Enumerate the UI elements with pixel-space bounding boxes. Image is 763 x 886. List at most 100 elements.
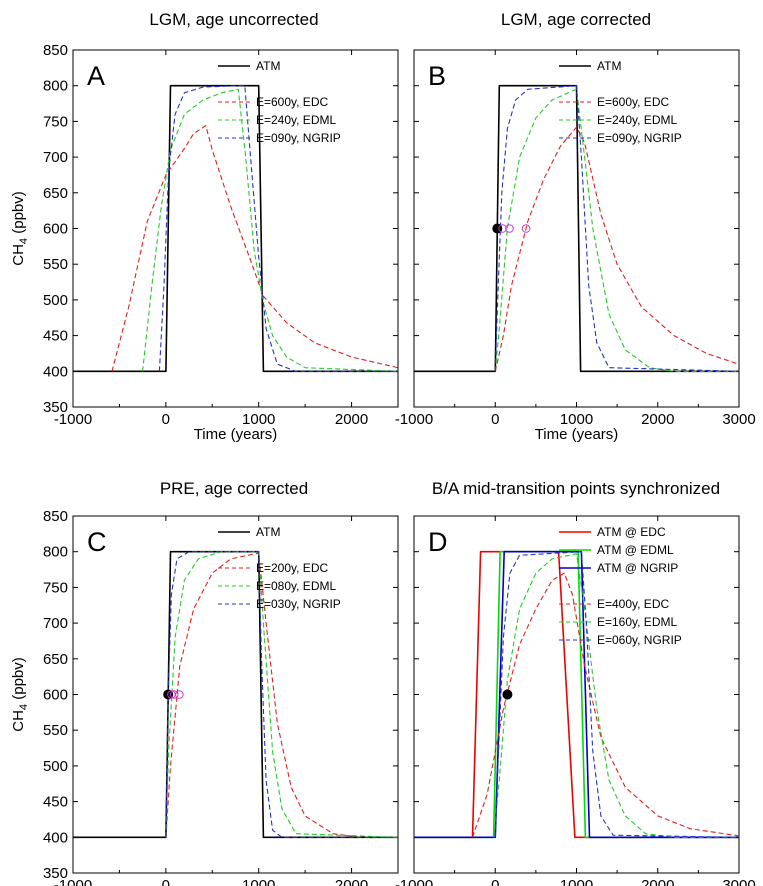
series-line-atm (73, 550, 398, 839)
y-tick-label: 700 (43, 615, 68, 632)
legend-entry: E=080y, EDML (256, 579, 336, 593)
series-line-atm (414, 84, 739, 373)
series-line-e-080y-edml (165, 551, 398, 838)
series-line-e-060y-ngrip (494, 551, 739, 838)
y-tick-label: 500 (43, 292, 68, 309)
legend-entry: ATM (256, 59, 280, 73)
series-line-e-200y-edc (165, 552, 398, 838)
legend-entry: E=030y, NGRIP (256, 597, 341, 611)
series-line-atm (73, 84, 398, 373)
series-group (73, 550, 398, 839)
legend-entry: E=090y, NGRIP (256, 131, 341, 145)
series-line-e-160y-edml (493, 553, 739, 838)
x-tick-label: 0 (491, 411, 499, 428)
panel-b: LGM, age corrected B -1000 0 1000 2000 3000 Tim… (395, 10, 756, 443)
y-tick-label: 550 (43, 722, 68, 739)
legend-entry: E=160y, EDML (597, 615, 677, 629)
y-tick-label: 400 (43, 363, 68, 380)
open-marker (498, 224, 507, 233)
mid-point-marker (163, 689, 174, 700)
x-tick-label: 0 (162, 877, 170, 886)
x-axis-label: Time (years) (535, 426, 619, 443)
x-tick-label: 0 (162, 411, 170, 428)
x-tick-label: 1000 (242, 411, 275, 428)
open-marker (175, 690, 184, 699)
y-tick-label: 800 (43, 78, 68, 95)
panel-letter: B (428, 61, 446, 91)
x-tick-label: 2000 (335, 411, 368, 428)
series-line-e-090y-ngrip (494, 85, 739, 372)
series-line-e-090y-ngrip (158, 85, 398, 372)
legend-entry: E=090y, NGRIP (597, 131, 682, 145)
panel-letter: A (87, 61, 105, 91)
panel-c: PRE, age corrected C 350 400 450 500 550 600 650… (10, 479, 399, 886)
open-marker (169, 690, 179, 699)
x-tick-label: 3000 (722, 877, 755, 886)
x-tick-label: -1000 (54, 411, 92, 428)
panel-d: B/A mid-transition points synchronized D -… (395, 479, 756, 886)
series-line-e-240y-edml (142, 88, 398, 372)
panel-letter: C (87, 527, 107, 557)
y-tick-label: 450 (43, 794, 68, 811)
y-tick-label: 350 (43, 399, 68, 416)
y-tick-label: 400 (43, 829, 68, 846)
x-tick-label: 1000 (242, 877, 275, 886)
y-axis-label: CH4 (ppbv) (10, 657, 30, 731)
y-tick-label: 600 (43, 687, 68, 704)
legend: ATM E=200y, EDC E=080y, EDML E=030y, NGRIP (218, 525, 341, 611)
series-line-e-600y-edc (494, 126, 739, 372)
x-tick-label: 2000 (335, 877, 368, 886)
series-line-e-400y-edc (471, 572, 739, 838)
open-marker (505, 224, 514, 233)
series-group (414, 84, 739, 373)
y-tick-label: 750 (43, 579, 68, 596)
legend-entry: E=400y, EDC (597, 597, 669, 611)
series-group (414, 550, 739, 839)
y-tick-label: 350 (43, 865, 68, 882)
y-tick-label: 650 (43, 185, 68, 202)
legend-entry: ATM @ EDML (597, 543, 674, 557)
legend-entry: E=240y, EDML (597, 113, 677, 127)
panel-title: B/A mid-transition points synchronized (432, 479, 720, 498)
x-tick-label: 3000 (722, 411, 755, 428)
y-tick-label: 450 (43, 328, 68, 345)
legend: ATM @ EDC ATM @ EDML ATM @ NGRIP E=400y, ED… (559, 525, 682, 647)
series-line-e-240y-edml (494, 88, 739, 372)
y-tick-label: 850 (43, 42, 68, 59)
panel-title: LGM, age corrected (501, 10, 651, 29)
legend-entry: ATM (597, 59, 621, 73)
legend-entry: E=240y, EDML (256, 113, 336, 127)
panel-title: PRE, age corrected (160, 479, 308, 498)
plot-frame (413, 515, 740, 874)
y-tick-label: 750 (43, 113, 68, 130)
x-tick-label: 2000 (641, 877, 674, 886)
legend: ATM E=600y, EDC E=240y, EDML E=090y, NGRIP (559, 59, 682, 145)
y-tick-label: 550 (43, 256, 68, 273)
series-line-atm-edc (414, 550, 739, 839)
y-tick-label: 500 (43, 758, 68, 775)
legend-entry: ATM @ EDC (597, 525, 666, 539)
x-tick-label: -1000 (54, 877, 92, 886)
x-tick-label: -1000 (395, 411, 433, 428)
y-tick-label: 700 (43, 149, 68, 166)
series-line-atm-ngrip (414, 550, 739, 839)
x-tick-label: -1000 (395, 877, 433, 886)
plot-frame (72, 49, 399, 408)
y-tick-label: 600 (43, 221, 68, 238)
legend-entry: E=060y, NGRIP (597, 633, 682, 647)
legend: ATM E=600y, EDC E=240y, EDML E=090y, NGRIP (218, 59, 341, 145)
x-tick-label: 2000 (641, 411, 674, 428)
series-line-e-030y-ngrip (165, 551, 398, 838)
y-tick-label: 850 (43, 508, 68, 525)
series-line-e-600y-edc (111, 125, 398, 372)
series-line-atm-edml (414, 550, 739, 839)
panel-title: LGM, age uncorrected (149, 10, 318, 29)
mid-point-marker (502, 689, 513, 700)
y-axis-label: CH4 (ppbv) (10, 191, 30, 265)
series-group (73, 84, 398, 373)
y-tick-label: 650 (43, 651, 68, 668)
x-axis-label: Time (years) (194, 426, 278, 443)
legend-entry: ATM @ NGRIP (597, 561, 678, 575)
x-tick-label: 0 (491, 877, 499, 886)
